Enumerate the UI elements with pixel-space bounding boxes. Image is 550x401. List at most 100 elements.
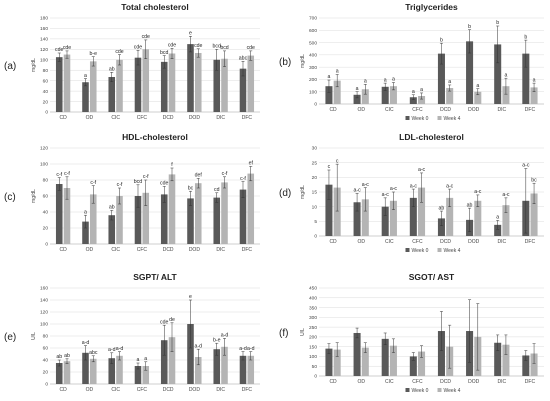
significance-letter: ab <box>439 205 445 211</box>
y-tick-label: 120 <box>40 146 48 152</box>
x-tick-label: DOD <box>468 107 480 113</box>
bar-week0 <box>353 94 361 104</box>
bar-week0 <box>239 68 247 112</box>
significance-letter: a-d <box>239 346 247 352</box>
significance-letter: a-d <box>82 340 90 346</box>
significance-letter: b <box>468 24 471 30</box>
bar-week4 <box>474 91 482 104</box>
significance-letter: a <box>420 87 423 93</box>
bar-week0 <box>494 224 502 236</box>
bar-week0 <box>55 184 63 244</box>
bar-week4 <box>221 346 228 384</box>
significance-letter: a <box>504 72 507 78</box>
x-tick-label: DFC <box>242 387 253 393</box>
bar-week0 <box>187 44 194 112</box>
y-tick-label: 120 <box>40 310 48 316</box>
significance-letter: cde <box>160 181 168 187</box>
significance-letter: a-c <box>446 183 454 189</box>
chart-panel-4: LDL-cholesterol (d) mg/dL 0 5 10 15 20 25 30 CD cc O… <box>279 132 544 254</box>
x-tick-label: CIC <box>111 387 120 393</box>
y-tick-label: 0 <box>45 110 48 116</box>
bar-week0 <box>437 331 445 376</box>
y-tick-label: 60 <box>43 346 49 352</box>
x-tick-label: CFC <box>412 107 423 113</box>
bar-week0 <box>160 194 168 244</box>
significance-letter: b <box>440 37 443 43</box>
significance-letter: bcd <box>160 50 168 56</box>
y-tick-label: 20 <box>43 99 49 105</box>
bar-week0 <box>494 44 502 104</box>
legend-swatch <box>405 248 410 252</box>
bar-week4 <box>361 199 369 236</box>
y-tick-label: 40 <box>43 210 49 216</box>
x-tick-label: CIC <box>385 379 394 385</box>
significance-letter: f <box>171 162 173 168</box>
bar-week0 <box>494 342 502 376</box>
chart-panel-6: SGOT/ AST (f) U/L 0 50 100 150 200 250 300 350 400 4… <box>279 272 544 394</box>
x-tick-label: DOD <box>468 239 480 245</box>
significance-letter: c <box>336 158 339 164</box>
y-tick-label: 200 <box>309 335 317 341</box>
significance-letter: a <box>496 215 499 221</box>
x-tick-label: DOD <box>189 115 201 121</box>
significance-letter: a-c <box>362 182 370 188</box>
y-tick-label: 300 <box>309 65 317 71</box>
x-tick-label: OD <box>86 115 94 121</box>
bar-week0 <box>381 86 389 104</box>
significance-letter: cde <box>63 45 71 51</box>
legend-label: Week 4 <box>444 248 461 254</box>
significance-letter: c-f <box>117 182 123 188</box>
significance-letter: bcd <box>213 44 221 50</box>
significance-letter: cde <box>168 42 176 48</box>
y-tick-label: 700 <box>309 16 317 22</box>
bar-week4 <box>89 358 97 384</box>
y-tick-label: 100 <box>309 89 317 95</box>
bar-week4 <box>361 347 369 376</box>
significance-letter: ab <box>467 202 473 208</box>
x-tick-label: OD <box>86 247 94 253</box>
bar-week4 <box>247 173 255 244</box>
bar-week0 <box>325 348 333 376</box>
bar-week0 <box>160 340 168 384</box>
significance-letter: b <box>496 20 499 26</box>
bar-week4 <box>361 89 369 104</box>
y-tick-label: 100 <box>40 162 48 168</box>
x-tick-label: CD <box>329 107 337 113</box>
y-tick-label: 350 <box>309 305 317 311</box>
significance-letter: a <box>328 74 331 80</box>
y-tick-label: 160 <box>40 286 48 292</box>
y-tick-label: 40 <box>43 358 49 364</box>
bar-week0 <box>108 215 116 244</box>
bar-week4 <box>418 187 426 236</box>
significance-letter: a-d <box>116 346 124 352</box>
bar-week0 <box>213 59 221 112</box>
y-tick-label: 100 <box>40 57 48 63</box>
y-tick-label: 10 <box>312 204 318 210</box>
bar-week4 <box>221 58 228 112</box>
x-tick-label: CD <box>60 387 68 393</box>
bar-week4 <box>142 366 150 384</box>
x-tick-label: OD <box>357 107 365 113</box>
chart-title: SGPT/ ALT <box>133 272 177 282</box>
x-tick-label: CIC <box>385 239 394 245</box>
panel-label: (e) <box>4 332 16 343</box>
y-axis-label: mg/dL <box>31 58 37 72</box>
significance-letter: ef <box>249 161 254 167</box>
x-tick-label: DIC <box>216 387 225 393</box>
bar-week4 <box>333 349 341 376</box>
bar-week4 <box>89 194 97 244</box>
bar-week0 <box>409 97 417 104</box>
bar-week0 <box>160 61 168 112</box>
x-tick-label: CD <box>329 379 337 385</box>
bar-week4 <box>446 88 454 104</box>
significance-letter: a <box>384 77 387 83</box>
x-tick-label: DOD <box>189 387 201 393</box>
y-tick-label: 30 <box>312 146 318 152</box>
bar-week0 <box>82 82 89 112</box>
significance-letter: a-c <box>390 186 398 192</box>
bar-week4 <box>142 49 150 112</box>
legend-label: Week 4 <box>444 388 461 394</box>
bar-week4 <box>221 182 228 244</box>
bar-week4 <box>333 80 341 104</box>
x-tick-label: DFC <box>525 379 536 385</box>
